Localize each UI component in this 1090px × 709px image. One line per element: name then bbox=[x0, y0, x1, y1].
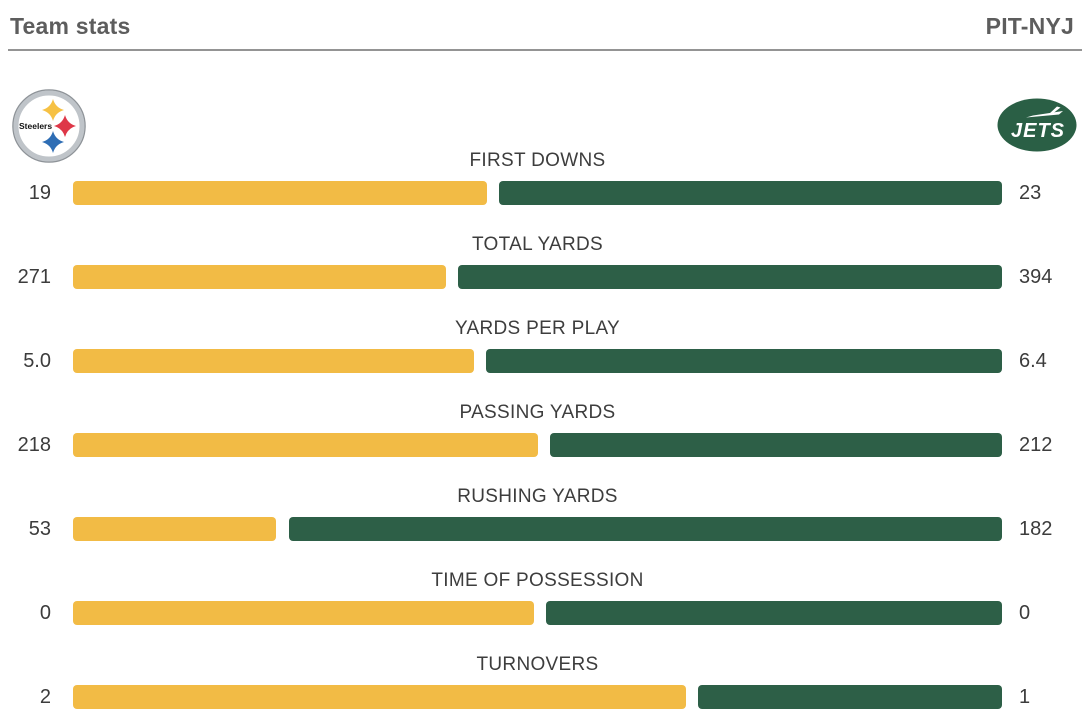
stat-value-right: 182 bbox=[1019, 518, 1053, 540]
stat-label: TURNOVERS bbox=[476, 654, 599, 675]
stat-value-left: 271 bbox=[17, 266, 51, 288]
stat-row: 0 TIME OF POSSESSION 0 bbox=[0, 570, 1090, 625]
stat-bar-right bbox=[546, 601, 1002, 625]
stat-row: 5.0 YARDS PER PLAY 6.4 bbox=[0, 318, 1090, 373]
matchup-label: PIT-NYJ bbox=[985, 13, 1074, 39]
jet-plane-tail bbox=[1049, 106, 1061, 114]
stat-value-left: 2 bbox=[39, 686, 51, 708]
steelers-wordmark: Steelers bbox=[19, 121, 52, 131]
stat-bar-right bbox=[698, 685, 1002, 709]
stat-label: RUSHING YARDS bbox=[457, 486, 618, 507]
page-title: Team stats bbox=[10, 13, 131, 39]
stat-bars bbox=[73, 265, 1002, 289]
steelers-star-blue bbox=[42, 131, 64, 153]
stat-row: 271 TOTAL YARDS 394 bbox=[0, 234, 1090, 289]
steelers-logo-icon: Steelers bbox=[12, 88, 86, 169]
stat-bar-left bbox=[73, 517, 277, 541]
stat-value-right: 394 bbox=[1019, 266, 1053, 288]
header: Team stats PIT-NYJ bbox=[0, 0, 1090, 40]
stat-label: TIME OF POSSESSION bbox=[431, 570, 644, 591]
stat-bar-left bbox=[73, 181, 488, 205]
jets-wordmark: JETS bbox=[1011, 120, 1065, 142]
stat-value-left: 19 bbox=[28, 182, 51, 204]
stat-bars bbox=[73, 685, 1002, 709]
stat-value-left: 218 bbox=[17, 434, 51, 456]
stat-bar-left bbox=[73, 433, 538, 457]
stat-row: 53 RUSHING YARDS 182 bbox=[0, 486, 1090, 541]
stat-value-right: 0 bbox=[1019, 602, 1031, 624]
stat-value-right: 1 bbox=[1019, 686, 1031, 708]
stat-label: YARDS PER PLAY bbox=[454, 318, 621, 339]
stat-bar-right bbox=[499, 181, 1002, 205]
stat-bar-left bbox=[73, 265, 446, 289]
stat-value-left: 5.0 bbox=[23, 350, 51, 372]
stat-bar-right bbox=[550, 433, 1002, 457]
stat-label: PASSING YARDS bbox=[459, 402, 616, 423]
stat-row: 218 PASSING YARDS 212 bbox=[0, 402, 1090, 457]
stat-value-left: 0 bbox=[39, 602, 51, 624]
stat-bar-left bbox=[73, 685, 687, 709]
steelers-star-red bbox=[54, 115, 76, 137]
stat-bar-left bbox=[73, 349, 475, 373]
stat-bar-right bbox=[486, 349, 1002, 373]
stat-bars bbox=[73, 349, 1002, 373]
jets-logo-icon: JETS bbox=[997, 98, 1077, 157]
stat-value-right: 23 bbox=[1019, 182, 1042, 204]
stat-bar-left bbox=[73, 601, 535, 625]
stat-bar-right bbox=[288, 517, 1002, 541]
stat-row: 2 TURNOVERS 1 bbox=[0, 654, 1090, 709]
stat-row: 19 FIRST DOWNS 23 bbox=[0, 150, 1090, 205]
stat-bar-right bbox=[457, 265, 1002, 289]
stat-value-right: 6.4 bbox=[1019, 350, 1047, 372]
steelers-ring-inner bbox=[13, 90, 85, 162]
stat-value-left: 53 bbox=[28, 518, 51, 540]
stats-list: 19 FIRST DOWNS 23 271 TOTAL YARDS 394 bbox=[0, 150, 1090, 709]
stat-bars bbox=[73, 181, 1002, 205]
jets-oval bbox=[997, 98, 1077, 152]
stat-bars bbox=[73, 601, 1002, 625]
stat-value-right: 212 bbox=[1019, 434, 1053, 456]
steelers-star-gold bbox=[42, 99, 64, 121]
header-divider bbox=[8, 49, 1082, 51]
stat-bars bbox=[73, 517, 1002, 541]
stat-label: TOTAL YARDS bbox=[471, 234, 604, 255]
stat-label: FIRST DOWNS bbox=[469, 150, 606, 171]
stat-bars bbox=[73, 433, 1002, 457]
